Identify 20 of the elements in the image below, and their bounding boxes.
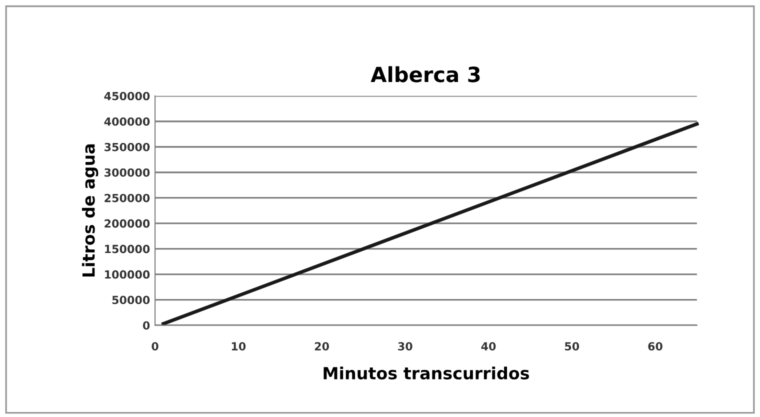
x-tick-label: 0 bbox=[152, 342, 158, 351]
y-tick-label: 400000 bbox=[104, 117, 150, 126]
y-tick-label: 50000 bbox=[112, 296, 150, 304]
x-tick-label: 10 bbox=[232, 342, 246, 351]
y-tick-label: 200000 bbox=[104, 219, 150, 228]
y-axis-title: Litros de agua bbox=[82, 144, 98, 277]
y-tick-label: 0 bbox=[142, 321, 150, 330]
x-tick-label: 50 bbox=[564, 342, 580, 351]
x-tick-label: 30 bbox=[398, 342, 412, 351]
y-tick-label: 300000 bbox=[104, 168, 150, 177]
y-tick-label: 350000 bbox=[104, 142, 150, 152]
x-axis-title: Minutos transcurridos bbox=[324, 366, 529, 380]
x-tick-label: 40 bbox=[481, 342, 496, 351]
x-tick-label: 20 bbox=[314, 342, 329, 351]
y-tick-label: 250000 bbox=[104, 194, 150, 202]
y-tick-label: 450000 bbox=[104, 92, 150, 100]
chart-title: Alberca 3 bbox=[370, 66, 480, 82]
x-tick-label: 60 bbox=[648, 342, 662, 351]
y-tick-label: 100000 bbox=[105, 270, 150, 279]
y-tick-label: 150000 bbox=[105, 244, 150, 254]
